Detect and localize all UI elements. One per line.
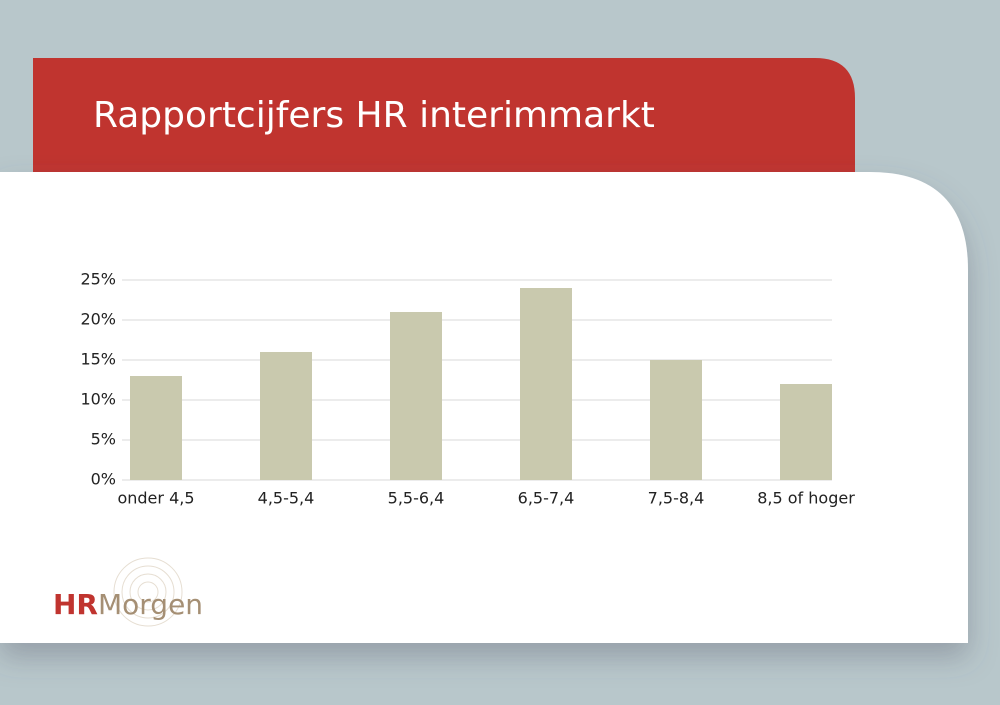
- x-tick-label: 5,5-6,4: [388, 489, 445, 508]
- bar: [390, 312, 442, 480]
- bar: [130, 376, 182, 480]
- logo-hr: HR: [53, 588, 98, 621]
- y-tick-label: 20%: [80, 310, 116, 329]
- logo-morgen: Morgen: [98, 588, 203, 621]
- bar: [780, 384, 832, 480]
- x-tick-label: 6,5-7,4: [518, 489, 575, 508]
- y-tick-label: 10%: [80, 390, 116, 409]
- y-tick-label: 25%: [80, 270, 116, 289]
- card: [0, 172, 968, 643]
- bar: [260, 352, 312, 480]
- x-tick-label: 8,5 of hoger: [757, 489, 855, 508]
- banner: [33, 58, 855, 190]
- x-tick-label: 7,5-8,4: [648, 489, 705, 508]
- x-tick-label: onder 4,5: [117, 489, 194, 508]
- x-tick-label: 4,5-5,4: [258, 489, 315, 508]
- chart: 0% 5% 10% 15% 20% 25% onder 4,5 4,5-5,4 5,5-6,4 6…: [80, 270, 855, 508]
- bar: [520, 288, 572, 480]
- y-tick-label: 5%: [91, 430, 116, 449]
- y-tick-label: 0%: [91, 470, 116, 489]
- logo-rings: [113, 557, 183, 627]
- logo: HRMorgen: [53, 588, 203, 621]
- chart-title: Rapportcijfers HR interimmarkt: [93, 95, 655, 136]
- bar: [650, 360, 702, 480]
- y-tick-label: 15%: [80, 350, 116, 369]
